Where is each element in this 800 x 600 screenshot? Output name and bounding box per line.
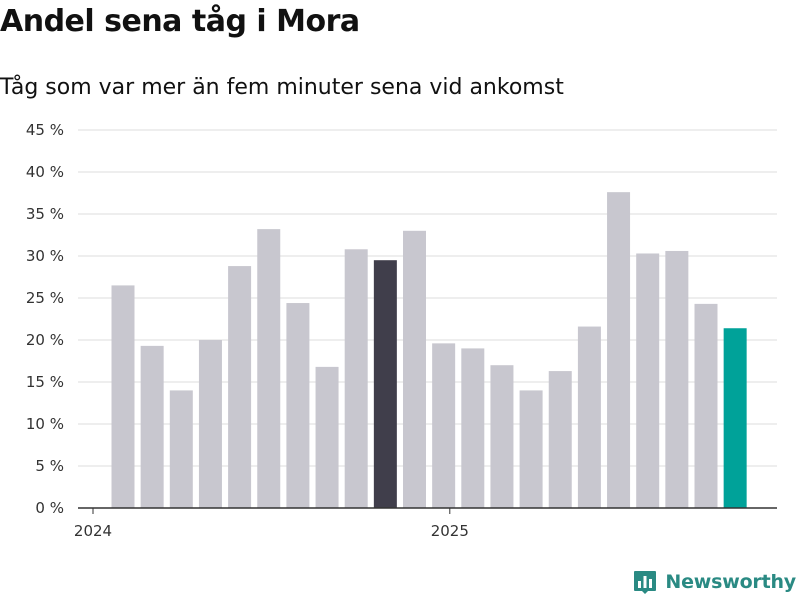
bar bbox=[169, 390, 193, 508]
y-tick-label: 20 % bbox=[26, 331, 64, 349]
bar bbox=[198, 340, 222, 508]
y-tick-label: 35 % bbox=[26, 205, 64, 223]
y-tick-label: 5 % bbox=[35, 457, 64, 475]
bar bbox=[140, 345, 164, 508]
chart-title: Andel sena tåg i Mora bbox=[0, 4, 360, 39]
y-tick-label: 30 % bbox=[26, 247, 64, 265]
newsworthy-logo-icon bbox=[634, 571, 657, 594]
y-tick-label: 15 % bbox=[26, 373, 64, 391]
bar bbox=[111, 285, 135, 508]
bar bbox=[665, 250, 689, 508]
y-tick-label: 25 % bbox=[26, 289, 64, 307]
y-tick-label: 0 % bbox=[35, 499, 64, 517]
bar bbox=[344, 249, 368, 508]
y-tick-label: 40 % bbox=[26, 163, 64, 181]
bar bbox=[373, 260, 397, 508]
chart-subtitle: Tåg som var mer än fem minuter sena vid … bbox=[0, 75, 564, 100]
bar bbox=[490, 365, 514, 508]
x-tick-label: 2025 bbox=[431, 522, 469, 540]
bar bbox=[432, 343, 456, 508]
bar bbox=[228, 266, 252, 508]
bar bbox=[403, 230, 426, 509]
bar bbox=[723, 328, 747, 508]
bar bbox=[257, 229, 281, 508]
bar bbox=[519, 390, 543, 508]
x-tick-label: 2024 bbox=[74, 522, 112, 540]
brand: Newsworthy bbox=[632, 569, 796, 595]
bar bbox=[694, 303, 718, 508]
bar bbox=[636, 253, 660, 508]
bar bbox=[607, 192, 631, 508]
bar bbox=[577, 326, 601, 508]
bar bbox=[286, 303, 310, 508]
y-tick-label: 45 % bbox=[26, 121, 64, 139]
y-tick-label: 10 % bbox=[26, 415, 64, 433]
bar bbox=[461, 348, 485, 508]
brand-name: Newsworthy bbox=[665, 571, 796, 593]
bar bbox=[548, 371, 572, 508]
bar bbox=[315, 366, 339, 508]
